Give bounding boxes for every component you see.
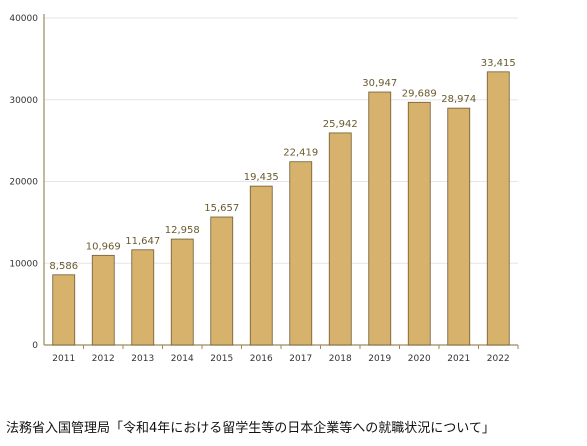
bar-2017 bbox=[289, 161, 313, 346]
data-label-2014: 12,958 bbox=[165, 225, 200, 236]
data-label-2016: 19,435 bbox=[244, 172, 279, 183]
bar-2013 bbox=[131, 249, 155, 346]
data-label-2019: 30,947 bbox=[362, 78, 397, 89]
bar-chart: 0 10000 20000 30000 40000 8,586 2011 10,969 2012… bbox=[9, 14, 519, 364]
x-tick-label: 2020 bbox=[408, 354, 431, 364]
x-tick-label: 2022 bbox=[487, 354, 510, 364]
y-tick-label: 10000 bbox=[9, 259, 38, 269]
source-caption: 法務省入国管理局「令和4年における留学生等の日本企業等への就職状況について」 bbox=[6, 421, 495, 436]
x-tick-label: 2011 bbox=[52, 354, 75, 364]
x-tick-label: 2017 bbox=[289, 354, 312, 364]
x-tick-label: 2013 bbox=[131, 354, 154, 364]
x-tick-label: 2016 bbox=[250, 354, 273, 364]
bar-2020 bbox=[407, 101, 431, 346]
bar-2015 bbox=[210, 216, 234, 346]
data-label-2012: 10,969 bbox=[86, 241, 121, 252]
data-label-2022: 33,415 bbox=[481, 58, 516, 69]
x-tick-label: 2015 bbox=[210, 354, 233, 364]
bar-2021 bbox=[447, 107, 471, 346]
data-label-2020: 29,689 bbox=[402, 88, 437, 99]
bar-2012 bbox=[91, 254, 115, 346]
y-tick-label: 0 bbox=[32, 341, 38, 351]
bar-2011 bbox=[52, 274, 76, 346]
bar-2018 bbox=[328, 132, 352, 346]
y-tick-label: 30000 bbox=[9, 96, 38, 106]
x-tick-label: 2014 bbox=[171, 354, 194, 364]
data-label-2011: 8,586 bbox=[49, 261, 78, 272]
x-tick-label: 2021 bbox=[447, 354, 470, 364]
x-tick-label: 2018 bbox=[329, 354, 352, 364]
bar-2019 bbox=[368, 91, 392, 346]
data-label-2018: 25,942 bbox=[323, 119, 358, 130]
bar-2022 bbox=[486, 71, 510, 346]
y-tick-label: 40000 bbox=[9, 14, 38, 24]
data-label-2017: 22,419 bbox=[283, 148, 318, 159]
data-label-2013: 11,647 bbox=[125, 236, 160, 247]
bar-2014 bbox=[170, 238, 194, 346]
x-tick-label: 2012 bbox=[92, 354, 115, 364]
y-tick-label: 20000 bbox=[9, 178, 38, 188]
bar-2016 bbox=[249, 185, 273, 346]
x-tick-label: 2019 bbox=[368, 354, 391, 364]
data-label-2015: 15,657 bbox=[204, 203, 239, 214]
data-label-2021: 28,974 bbox=[441, 94, 476, 105]
